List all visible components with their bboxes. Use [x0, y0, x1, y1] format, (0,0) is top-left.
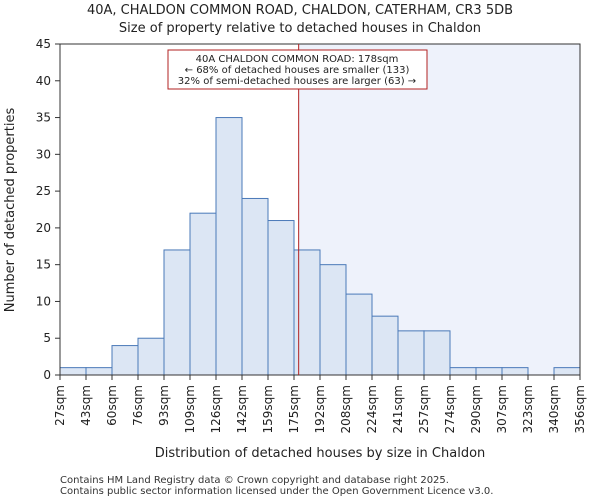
x-tick-label-257sqm: 257sqm	[417, 385, 431, 433]
bar-76sqm	[137, 337, 165, 376]
bar-27sqm	[59, 367, 87, 376]
x-tick-label-43sqm: 43sqm	[79, 385, 93, 426]
x-tick-label-224sqm: 224sqm	[365, 385, 379, 433]
bar-340sqm	[553, 367, 581, 376]
x-tick-label-60sqm: 60sqm	[105, 385, 119, 426]
y-tick-label-20: 20	[36, 221, 51, 235]
bar-142sqm	[241, 197, 269, 376]
bar-175sqm	[293, 249, 321, 376]
annotation-line-2: ← 68% of detached houses are smaller (13…	[185, 65, 410, 76]
bar-241sqm	[397, 330, 425, 376]
x-axis: 27sqm 43sqm 60sqm 76sqm 93sqm 109sqm 126sqm 142…	[53, 375, 587, 433]
x-tick-label-290sqm: 290sqm	[469, 385, 483, 433]
x-tick-label-142sqm: 142sqm	[235, 385, 249, 433]
x-tick-label-340sqm: 340sqm	[547, 385, 561, 433]
bar-93sqm	[163, 249, 191, 376]
y-tick-label-35: 35	[36, 111, 51, 125]
bar-290sqm	[475, 367, 503, 376]
x-tick-label-192sqm: 192sqm	[313, 385, 327, 433]
annotation-frame	[167, 49, 428, 90]
bar-60sqm	[111, 345, 139, 376]
bar-43sqm	[85, 367, 113, 376]
bar-224sqm	[371, 315, 399, 376]
y-tick-label-40: 40	[36, 74, 51, 88]
annotation-line-3: 32% of semi-detached houses are larger (…	[178, 76, 416, 87]
y-tick-label-25: 25	[36, 184, 51, 198]
x-tick-label-175sqm: 175sqm	[287, 385, 301, 433]
chart-subtitle: Size of property relative to detached ho…	[119, 21, 481, 36]
annotation-line-1: 40A CHALDON COMMON ROAD: 178sqm	[196, 54, 399, 65]
y-tick-label-45: 45	[36, 37, 51, 51]
bar-192sqm	[319, 264, 347, 376]
x-tick-label-323sqm: 323sqm	[521, 385, 535, 433]
x-tick-label-274sqm: 274sqm	[443, 385, 457, 433]
y-axis-label: Number of detached properties	[3, 108, 18, 313]
footer-line-2: Contains public sector information licen…	[60, 486, 493, 497]
x-axis-label: Distribution of detached houses by size …	[155, 446, 486, 461]
bar-307sqm	[501, 367, 529, 376]
bar-109sqm	[189, 212, 217, 376]
y-tick-label-15: 15	[36, 258, 51, 272]
x-tick-label-27sqm: 27sqm	[53, 385, 67, 426]
bar-257sqm	[423, 330, 451, 376]
x-tick-label-307sqm: 307sqm	[495, 385, 509, 433]
bar-208sqm	[345, 293, 373, 376]
bar-159sqm	[267, 220, 295, 376]
y-axis: 0 5 10 15 20 25 30 35 40 45	[36, 37, 60, 382]
annotation-box: 40A CHALDON COMMON ROAD: 178sqm ← 68% of…	[167, 49, 428, 90]
x-tick-label-208sqm: 208sqm	[339, 385, 353, 433]
bar-274sqm	[449, 367, 477, 376]
bar-126sqm	[215, 117, 243, 376]
x-tick-label-93sqm: 93sqm	[157, 385, 171, 426]
y-tick-label-10: 10	[36, 294, 51, 308]
x-tick-label-356sqm: 356sqm	[573, 385, 587, 433]
bars	[59, 117, 581, 376]
x-tick-label-159sqm: 159sqm	[261, 385, 275, 433]
y-tick-label-30: 30	[36, 147, 51, 161]
x-tick-label-126sqm: 126sqm	[209, 385, 223, 433]
y-tick-label-0: 0	[43, 368, 51, 382]
x-tick-label-76sqm: 76sqm	[131, 385, 145, 426]
chart-title: 40A, CHALDON COMMON ROAD, CHALDON, CATER…	[87, 3, 513, 18]
y-tick-label-5: 5	[43, 331, 51, 345]
footer-line-1: Contains HM Land Registry data © Crown c…	[60, 475, 449, 486]
x-tick-label-241sqm: 241sqm	[391, 385, 405, 433]
x-tick-label-109sqm: 109sqm	[183, 385, 197, 433]
